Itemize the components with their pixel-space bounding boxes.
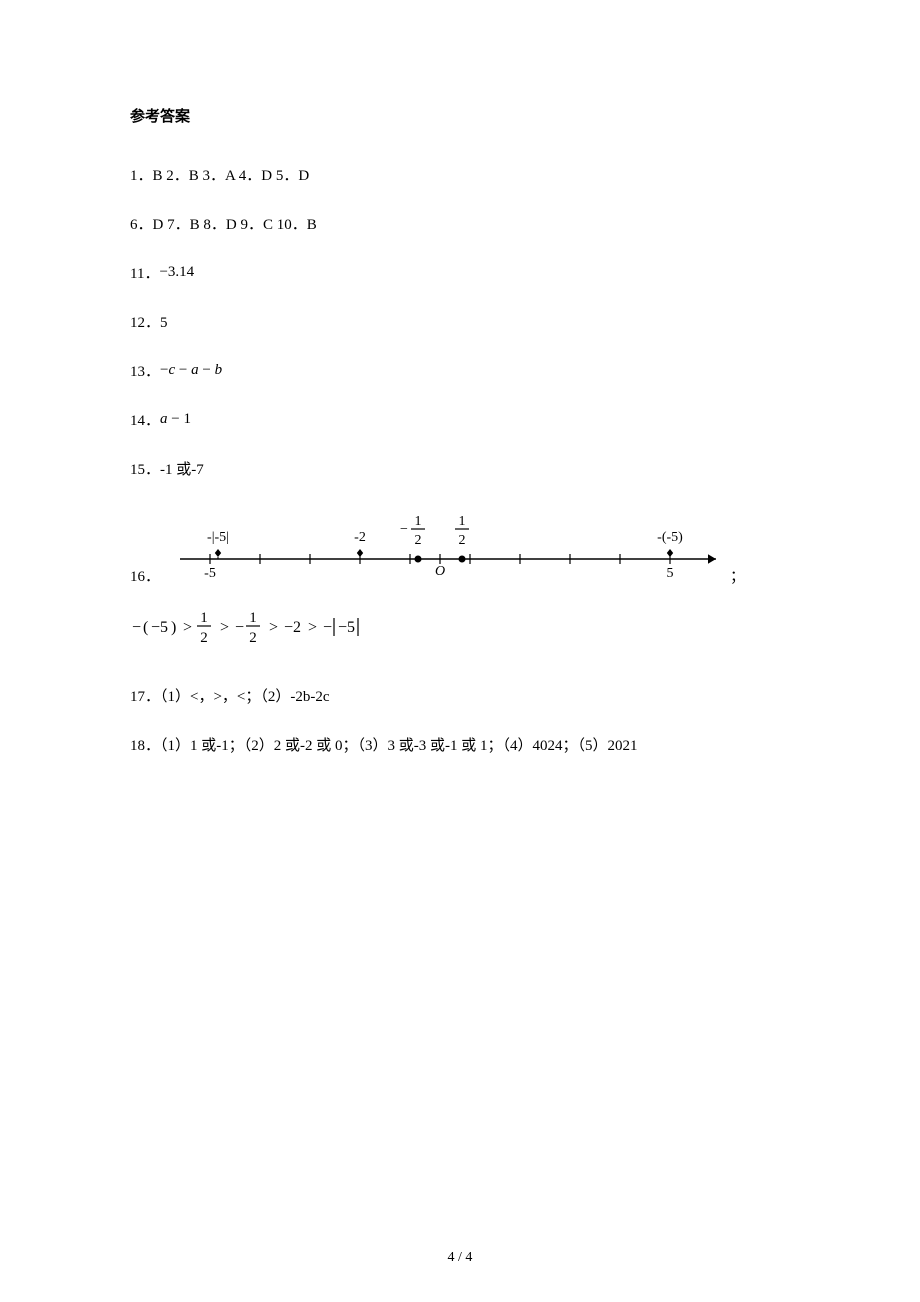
svg-text:−2: −2 [284,619,301,636]
q13-label: 13． [130,364,160,380]
q13: 13．−c − a − b [130,360,790,381]
svg-text:−: − [400,522,408,537]
svg-text:): ) [171,619,176,636]
page-footer: 4 / 4 [0,1250,920,1266]
svg-text:>: > [220,619,229,636]
q12-value: 5 [160,315,168,331]
q18-text: 18．（1）1 或-1；（2）2 或-2 或 0；（3）3 或-3 或-1 或 … [130,738,637,754]
q11-label: 11． [130,266,159,282]
q14-label: 14． [130,413,160,429]
svg-text:>: > [308,619,317,636]
q13-expr: −c − a − b [160,362,222,378]
q17-text: 17．（1）<，>，<；（2）-2b-2c [130,689,330,705]
mcq-6: 6．D [130,217,163,233]
q12-label: 12． [130,315,160,331]
q18: 18．（1）1 或-1；（2）2 或-2 或 0；（3）3 或-3 或-1 或 … [130,734,790,755]
svg-text:-5: -5 [204,566,216,581]
mcq-2: 2．B [163,168,199,184]
inequality-svg: −(−5)>12>−12>−2>−−5 [130,602,400,652]
mcq-line-2: 6．D 7．B 8．D 9．C 10．B [130,213,790,234]
svg-text:2: 2 [200,630,208,646]
q16-label: 16． [130,565,160,592]
svg-text:5: 5 [667,566,674,581]
svg-text:>: > [183,619,192,636]
mcq-4: 4．D [235,168,272,184]
svg-text:1: 1 [459,514,466,529]
mcq-7: 7．B [163,217,199,233]
q17: 17．（1）<，>，<；（2）-2b-2c [130,685,790,706]
svg-text:−: − [132,619,141,636]
svg-text:−: − [323,619,332,636]
svg-text:2: 2 [249,630,257,646]
numberline-svg: -|-5|-2-(-5)−1212-5O5 [168,507,728,587]
mcq-3: 3．A [199,168,235,184]
q11-value: −3.14 [159,264,194,280]
q14: 14．a − 1 [130,409,790,430]
svg-text:O: O [435,564,445,579]
q15-label: 15． [130,462,160,478]
q15: 15．-1 或-7 [130,458,790,479]
mcq-1: 1．B [130,168,163,184]
svg-text:2: 2 [459,533,466,548]
svg-text:−5: −5 [338,619,355,636]
svg-text:-(-5): -(-5) [657,530,683,545]
heading: 参考答案 [130,105,790,126]
q16-trail: ； [730,565,745,592]
mcq-line-1: 1．B 2．B 3．A 4．D 5．D [130,164,790,185]
svg-text:−5: −5 [151,619,168,636]
svg-text:>: > [269,619,278,636]
q11: 11．−3.14 [130,262,790,283]
mcq-8: 8．D [200,217,237,233]
q14-expr: a − 1 [160,411,191,427]
svg-text:-2: -2 [354,530,366,545]
svg-text:1: 1 [415,514,422,529]
q12: 12．5 [130,311,790,332]
mcq-9: 9．C [237,217,273,233]
q15-value: -1 或-7 [160,462,204,478]
page-root: 参考答案 1．B 2．B 3．A 4．D 5．D 6．D 7．B 8．D 9．C… [0,0,920,1302]
inequality-line: −(−5)>12>−12>−2>−−5 [130,602,790,657]
svg-text:1: 1 [249,610,257,626]
svg-text:-|-5|: -|-5| [207,530,229,545]
mcq-10: 10．B [273,217,317,233]
svg-text:(: ( [143,619,148,636]
mcq-5: 5．D [272,168,309,184]
svg-text:−: − [235,619,244,636]
svg-text:1: 1 [200,610,208,626]
svg-text:2: 2 [415,533,422,548]
q16-row: 16． -|-5|-2-(-5)−1212-5O5 ； [130,507,790,592]
numberline-wrap: -|-5|-2-(-5)−1212-5O5 [168,507,728,592]
